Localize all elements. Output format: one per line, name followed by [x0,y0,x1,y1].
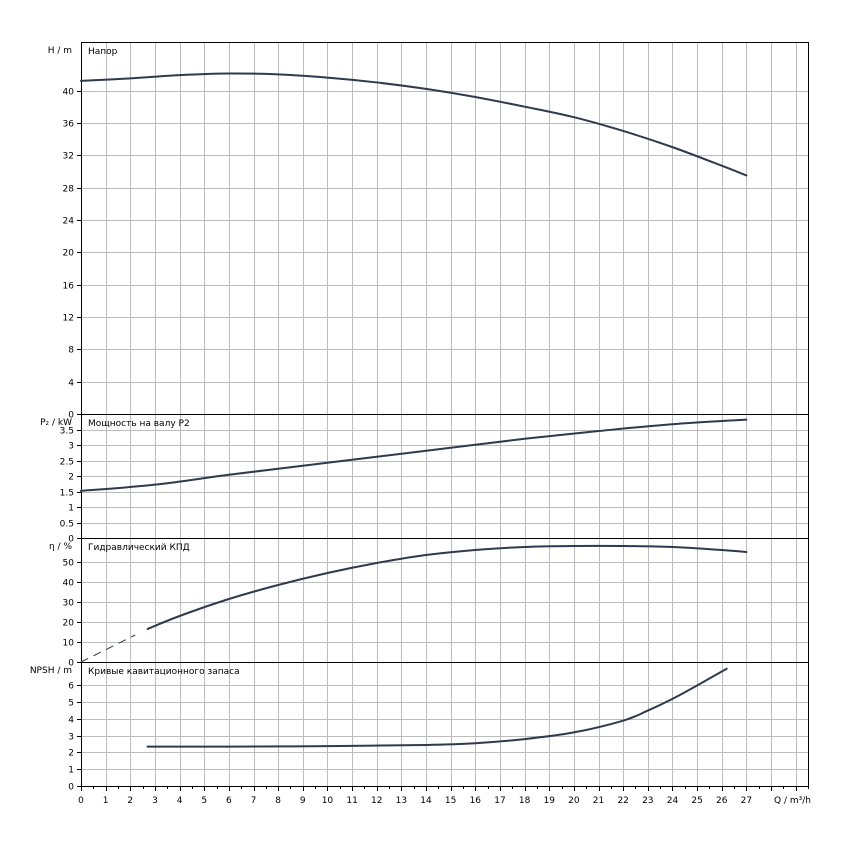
y-tick-label: 20 [63,619,75,629]
y-tick-label: 2.5 [60,458,74,468]
x-tick-label: 6 [226,796,232,806]
x-tick-label: 22 [617,796,628,806]
series-line [80,418,748,492]
panel-frame [81,538,809,663]
y-tick-label: 12 [63,314,74,324]
x-tick-label: 24 [667,796,679,806]
y-tick-label: 40 [63,88,75,98]
series-line [146,667,728,748]
y-tick-label: 4 [68,379,74,389]
y-tick-label: 3 [68,733,74,743]
x-tick-label: 8 [275,796,281,806]
y-tick-label: 24 [63,217,75,227]
y-tick-label: 50 [63,559,75,569]
y-tick-label: 8 [68,346,74,356]
series-line [80,72,748,177]
x-tick-label: 18 [519,796,531,806]
dashed-extrapolation-line [80,634,136,663]
y-tick-label: 0.5 [60,520,74,530]
y-tick-label: 32 [63,152,74,162]
panel-title: Мощность на валу P2 [88,419,190,429]
y-tick-label: 16 [63,282,75,292]
panel-2: 0 10 20 30 40 50 Гидравлический КПД η / % [49,538,809,669]
y-axis-label: NPSH / m [30,666,72,676]
y-tick-label: 1.5 [60,489,74,499]
x-tick-label: 10 [322,796,334,806]
panel-frame [81,662,809,787]
x-tick-label: 21 [593,796,604,806]
y-tick-label: 10 [63,639,75,649]
y-tick-label: 36 [63,120,75,130]
x-tick-label: 23 [642,796,653,806]
y-tick-label: 0 [68,411,74,421]
y-axis-label: P₂ / kW [40,418,72,428]
x-tick-label: 15 [445,796,456,806]
y-tick-label: 4 [68,716,74,726]
x-tick-label: 9 [300,796,306,806]
series-line [146,544,748,630]
x-axis: 0 1 2 3 4 5 6 7 8 9 10 11 12 13 14 15 16 17 18 19 20 21 22 23 24… [78,786,811,806]
x-tick-label: 2 [127,796,133,806]
x-tick-label: 25 [691,796,702,806]
y-tick-label: 20 [63,249,75,259]
y-tick-label: 0 [68,535,74,545]
y-tick-label: 3.5 [60,427,74,437]
panel-1: 0 0.5 1 1.5 2 2.5 3 3.5 Мощность на валу P2 P₂ / … [40,414,809,545]
y-tick-label: 1 [68,504,74,514]
x-tick-label: 11 [346,796,357,806]
y-tick-label: 1 [68,766,74,776]
y-tick-label: 6 [68,682,74,692]
x-tick-label: 20 [568,796,580,806]
x-tick-label: 12 [371,796,382,806]
x-tick-label: 16 [470,796,482,806]
y-tick-label: 0 [68,659,74,669]
y-axis-label: η / % [49,542,72,552]
x-tick-label: 1 [103,796,109,806]
y-tick-label: 2 [68,473,74,483]
y-tick-label: 40 [63,579,75,589]
x-axis-label: Q / m³/h [774,796,811,806]
y-tick-label: 5 [68,699,74,709]
x-tick-label: 0 [78,796,84,806]
x-tick-label: 13 [396,796,407,806]
x-tick-label: 3 [152,796,158,806]
panel-0: 0 4 8 12 16 20 24 28 32 36 40 Напор H / m [48,42,809,421]
x-tick-label: 27 [741,796,752,806]
panel-frame [81,42,809,415]
y-tick-label: 0 [68,783,74,793]
y-axis-label: H / m [48,46,72,56]
x-tick-label: 26 [716,796,728,806]
panel-title: Гидравлический КПД [88,543,190,553]
x-tick-label: 4 [177,796,183,806]
x-tick-label: 17 [494,796,505,806]
x-tick-label: 7 [251,796,257,806]
x-tick-label: 19 [544,796,556,806]
y-tick-label: 30 [63,599,75,609]
y-tick-label: 3 [68,442,74,452]
y-tick-label: 28 [63,185,75,195]
y-tick-label: 2 [68,749,74,759]
x-tick-label: 5 [201,796,207,806]
panel-title: Кривые кавитационного запаса [88,667,240,677]
panel-title: Напор [88,47,118,57]
panel-3: 0 1 2 3 4 5 6 Кривые кавитационного запаса NPSH … [30,662,809,793]
x-tick-label: 14 [420,796,432,806]
